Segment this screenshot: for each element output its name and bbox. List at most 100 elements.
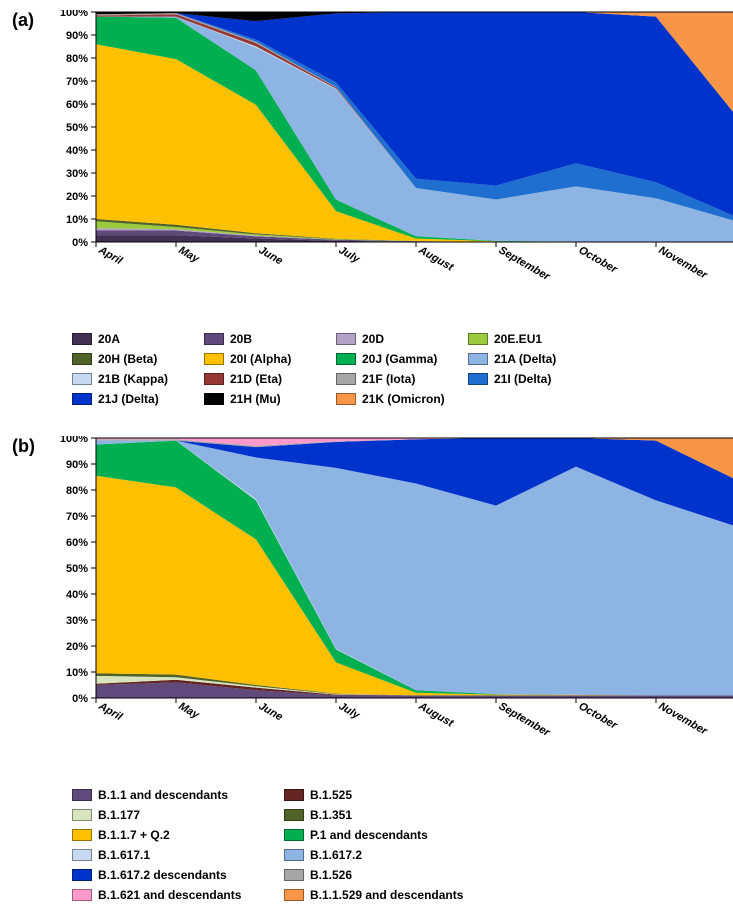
legend-swatch <box>284 849 304 861</box>
legend-item-B16171: B.1.617.1 <box>72 848 272 862</box>
legend-swatch <box>72 849 92 861</box>
page: (a) 0%10%20%30%40%50%60%70%80%90%100%Apr… <box>0 0 733 924</box>
legend-label: B.1.617.1 <box>98 848 150 862</box>
x-axis-label: June <box>257 244 285 267</box>
legend-swatch <box>204 333 224 345</box>
legend-item-21J: 21J (Delta) <box>72 392 192 406</box>
x-axis-label: April <box>96 700 125 724</box>
legend-label: 20A <box>98 332 120 346</box>
x-axis-label: September <box>497 700 553 739</box>
legend-swatch <box>72 809 92 821</box>
legend-swatch <box>72 789 92 801</box>
legend-item-B16172d: B.1.617.2 descendants <box>72 868 272 882</box>
x-axis-label: May <box>177 244 202 266</box>
legend-swatch <box>204 373 224 385</box>
legend-swatch <box>284 889 304 901</box>
legend-swatch <box>72 393 92 405</box>
legend-item-B11: B.1.1 and descendants <box>72 788 272 802</box>
legend-swatch <box>336 393 356 405</box>
legend-item-B1621: B.1.621 and descendants <box>72 888 272 902</box>
legend-swatch <box>284 829 304 841</box>
legend-label: B.1.1.529 and descendants <box>310 888 463 902</box>
x-axis-label: October <box>577 700 620 732</box>
legend-label: B.1.525 <box>310 788 352 802</box>
y-axis-label: 30% <box>66 168 88 180</box>
chart-b: 0%10%20%30%40%50%60%70%80%90%100%AprilMa… <box>56 436 733 750</box>
panel-b-label: (b) <box>12 436 35 457</box>
x-axis-label: April <box>96 244 125 268</box>
x-axis-label: November <box>657 700 710 738</box>
y-axis-label: 70% <box>66 511 88 523</box>
legend-label: 20H (Beta) <box>98 352 157 366</box>
legend-swatch <box>72 373 92 385</box>
legend-label: 21I (Delta) <box>494 372 551 386</box>
legend-item-P1: P.1 and descendants <box>284 828 484 842</box>
legend-item-21B: 21B (Kappa) <box>72 372 192 386</box>
legend-swatch <box>204 353 224 365</box>
legend-item-21F: 21F (Iota) <box>336 372 456 386</box>
y-axis-label: 60% <box>66 537 88 549</box>
chart-a: 0%10%20%30%40%50%60%70%80%90%100%AprilMa… <box>56 10 733 294</box>
x-axis-label: July <box>337 244 363 266</box>
legend-label: 21K (Omicron) <box>362 392 445 406</box>
x-axis-label: August <box>416 700 457 731</box>
y-axis-label: 40% <box>66 589 88 601</box>
legend-item-20E_EU1: 20E.EU1 <box>468 332 588 346</box>
legend-swatch <box>72 829 92 841</box>
y-axis-label: 100% <box>60 10 88 19</box>
y-axis-label: 70% <box>66 76 88 88</box>
legend-item-21A: 21A (Delta) <box>468 352 588 366</box>
x-axis-label: June <box>257 700 285 723</box>
legend-label: B.1.621 and descendants <box>98 888 241 902</box>
chart-b-wrap: 0%10%20%30%40%50%60%70%80%90%100%AprilMa… <box>56 436 721 750</box>
x-axis-label: July <box>337 700 363 722</box>
legend-label: B.1.617.2 descendants <box>98 868 227 882</box>
legend-label: P.1 and descendants <box>310 828 428 842</box>
legend-label: B.1.1.7 + Q.2 <box>98 828 170 842</box>
legend-label: 20B <box>230 332 252 346</box>
legend-label: 21J (Delta) <box>98 392 159 406</box>
legend-label: 21D (Eta) <box>230 372 282 386</box>
legend-swatch <box>468 353 488 365</box>
y-axis-label: 50% <box>66 563 88 575</box>
legend-item-21K: 21K (Omicron) <box>336 392 456 406</box>
x-axis-label: May <box>177 700 202 722</box>
y-axis-label: 50% <box>66 122 88 134</box>
legend-item-20H: 20H (Beta) <box>72 352 192 366</box>
legend-item-B1526: B.1.526 <box>284 868 484 882</box>
panel-b: (b) 0%10%20%30%40%50%60%70%80%90%100%Apr… <box>12 436 721 908</box>
legend-label: 20D <box>362 332 384 346</box>
legend-item-21H: 21H (Mu) <box>204 392 324 406</box>
y-axis-label: 90% <box>66 30 88 42</box>
legend-swatch <box>72 869 92 881</box>
y-axis-label: 60% <box>66 99 88 111</box>
x-axis-label: October <box>577 244 620 276</box>
legend-item-20B: 20B <box>204 332 324 346</box>
y-axis-label: 90% <box>66 459 88 471</box>
x-axis-label: September <box>497 244 553 283</box>
legend-item-20D: 20D <box>336 332 456 346</box>
legend-label: B.1.617.2 <box>310 848 362 862</box>
y-axis-label: 0% <box>72 693 88 705</box>
legend-swatch <box>336 353 356 365</box>
legend-swatch <box>336 373 356 385</box>
legend-item-B1351: B.1.351 <box>284 808 484 822</box>
legend-item-21I: 21I (Delta) <box>468 372 588 386</box>
legend-item-B1177: B.1.177 <box>72 808 272 822</box>
legend-swatch <box>284 789 304 801</box>
legend-a: 20A20B20D20E.EU120H (Beta)20I (Alpha)20J… <box>72 332 672 412</box>
legend-label: 21H (Mu) <box>230 392 281 406</box>
legend-swatch <box>72 353 92 365</box>
legend-swatch <box>468 373 488 385</box>
y-axis-label: 10% <box>66 667 88 679</box>
legend-item-B117Q2: B.1.1.7 + Q.2 <box>72 828 272 842</box>
legend-label: 20I (Alpha) <box>230 352 291 366</box>
legend-swatch <box>72 333 92 345</box>
y-axis-label: 80% <box>66 53 88 65</box>
legend-item-B11529: B.1.1.529 and descendants <box>284 888 484 902</box>
legend-label: B.1.177 <box>98 808 140 822</box>
legend-label: B.1.351 <box>310 808 352 822</box>
legend-item-21D: 21D (Eta) <box>204 372 324 386</box>
legend-label: 20E.EU1 <box>494 332 542 346</box>
y-axis-label: 10% <box>66 214 88 226</box>
